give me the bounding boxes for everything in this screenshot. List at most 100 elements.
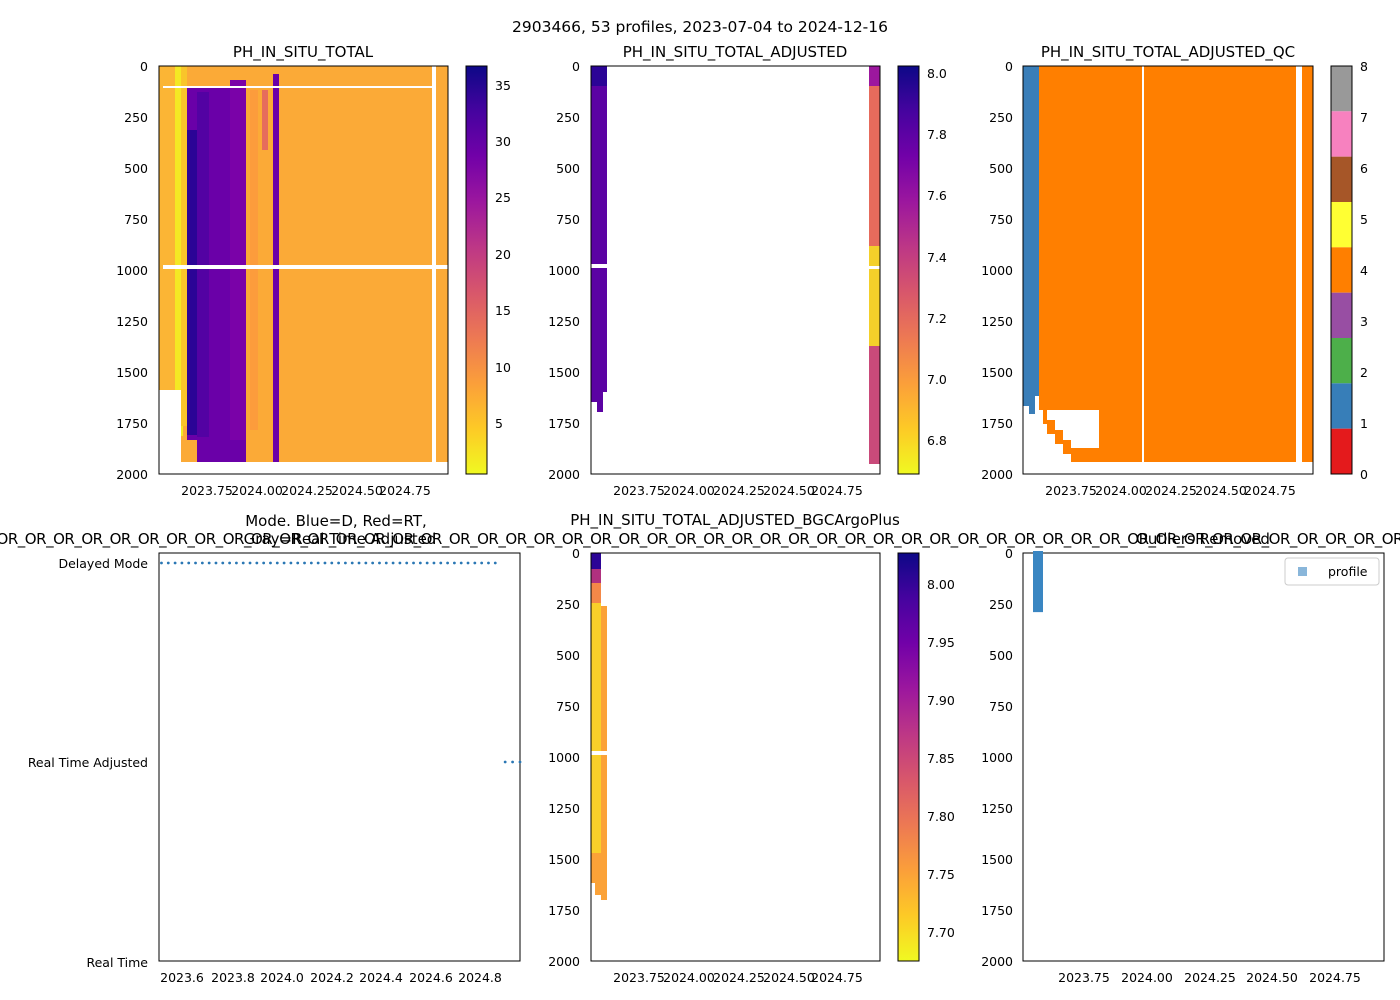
mode-point [296, 561, 300, 565]
qc-stair [1055, 430, 1063, 444]
mode-point [275, 561, 279, 565]
bgc-top-dark [591, 553, 601, 569]
cbtick: 7.0 [927, 372, 947, 387]
ytick: 1250 [116, 314, 148, 329]
mode-point [173, 561, 177, 565]
bgc-gap-1000 [591, 751, 607, 755]
panel-ph-adjusted-qc: PH_IN_SITU_TOTAL_ADJUSTED_QC 0 250 500 7… [981, 43, 1368, 498]
ph-total-gap [432, 66, 436, 474]
ph-adj-right-yellow [869, 246, 880, 346]
ytick: 1500 [548, 852, 580, 867]
qc-colorbar-segment-8 [1331, 66, 1352, 112]
mode-point [241, 561, 245, 565]
ph-total-purple-band2 [197, 92, 209, 437]
ytick: 1500 [548, 365, 580, 380]
title-ph-total: PH_IN_SITU_TOTAL [233, 43, 374, 62]
ytick: 500 [124, 161, 148, 176]
ytick: 0 [140, 59, 148, 74]
ph-total-yellow-band2 [181, 66, 187, 426]
mode-point [200, 561, 204, 565]
xtick: 2024.00 [231, 483, 283, 498]
ytick: 2000 [548, 467, 580, 482]
ytick: 1750 [981, 416, 1013, 431]
mode-point [511, 760, 514, 764]
colorbar-ph-total: 5 10 15 20 25 30 35 [465, 65, 511, 475]
cbtick: 7.75 [927, 867, 955, 882]
qc-colorbar-segment-3 [1331, 292, 1352, 338]
ph-adj-right-gap [869, 266, 880, 269]
ph-adj-strip-end2 [597, 402, 603, 412]
figure-suptitle: 2903466, 53 profiles, 2023-07-04 to 2024… [512, 18, 888, 36]
mode-point [330, 561, 334, 565]
mode-point [473, 561, 477, 565]
title-ph-adjusted-qc: PH_IN_SITU_TOTAL_ADJUSTED_QC [1041, 43, 1295, 62]
legend-marker [1298, 567, 1307, 576]
bgc-yellow-body [591, 603, 601, 853]
ytick: 1750 [116, 416, 148, 431]
bgc-top-magenta [591, 569, 601, 583]
ytick: 1000 [116, 263, 148, 278]
axes-frame-qc [1022, 65, 1314, 475]
outlier-scatter [1033, 551, 1043, 613]
ph-adj-right-mid [869, 86, 880, 246]
cbtick: 5 [495, 416, 503, 431]
mode-point [180, 561, 184, 565]
mode-point [303, 561, 306, 565]
cbtick: 4 [1360, 263, 1368, 278]
qc-colorbar-segment-5 [1331, 202, 1352, 248]
mode-point [446, 561, 449, 565]
mode-point [412, 561, 415, 565]
ytick: 0 [1005, 59, 1013, 74]
xtick: 2024.25 [1184, 970, 1236, 985]
mode-point [269, 561, 272, 565]
cbtick: 7.6 [927, 188, 947, 203]
cbtick: 2 [1360, 365, 1368, 380]
xtick: 2024.50 [1246, 970, 1298, 985]
yticks-ph-adjusted: 0 250 500 750 1000 1250 1500 1750 2000 [548, 59, 580, 482]
title-mode-line1: Mode. Blue=D, Red=RT, [245, 512, 427, 530]
colorbar-bgcargoplus: 7.70 7.75 7.80 7.85 7.90 7.95 8.00 [897, 552, 955, 962]
colorbar-frame [897, 65, 920, 475]
yticks-mode: Delayed Mode Real Time Adjusted Real Tim… [28, 556, 148, 970]
mode-point [453, 561, 456, 565]
title-ph-adjusted: PH_IN_SITU_TOTAL_ADJUSTED [623, 43, 848, 62]
xtick: 2024.0 [260, 970, 304, 985]
mode-point [503, 760, 507, 764]
ph-total-purple-line [273, 74, 279, 474]
mode-point [384, 561, 388, 565]
legend-outliers: profile [1284, 557, 1380, 586]
qc-colorbar-segment-1 [1331, 383, 1352, 429]
ph-total-bottom-left-mask [159, 390, 181, 474]
title-mode-line2: Gray=Real Time Adjusted [244, 530, 437, 548]
ph-total-dark-band [187, 130, 197, 435]
cbtick: 8.00 [927, 577, 955, 592]
xtick: 2024.00 [1121, 970, 1173, 985]
cbtick: 1 [1360, 416, 1368, 431]
cbtick: 8.0 [927, 66, 947, 81]
mode-point [378, 561, 381, 565]
mode-point [432, 561, 436, 565]
cbtick: 7.8 [927, 127, 947, 142]
ph-adj-top-dark [591, 66, 607, 86]
cbtick: 25 [495, 190, 511, 205]
ytick: 1000 [981, 263, 1013, 278]
ytick: 1250 [981, 801, 1013, 816]
colorbar-gradient [898, 553, 919, 961]
mode-point [466, 561, 470, 565]
ytick: 250 [556, 597, 580, 612]
ytick: 2000 [548, 954, 580, 969]
mode-point [221, 561, 225, 565]
mode-point [398, 561, 402, 565]
ytick: 1000 [981, 750, 1013, 765]
qc-blue-strip [1023, 66, 1039, 396]
cbtick: 7 [1360, 110, 1368, 125]
cbtick: 3 [1360, 314, 1368, 329]
xtick: 2024.2 [310, 970, 354, 985]
cbtick: 7.80 [927, 809, 955, 824]
heatmap-ph-adjusted [591, 66, 880, 464]
ytick: 1750 [981, 903, 1013, 918]
mode-point [207, 561, 211, 565]
qc-colorbar-segment-2 [1331, 338, 1352, 384]
qc-stair-edge [1039, 410, 1043, 462]
mode-point [391, 561, 395, 565]
